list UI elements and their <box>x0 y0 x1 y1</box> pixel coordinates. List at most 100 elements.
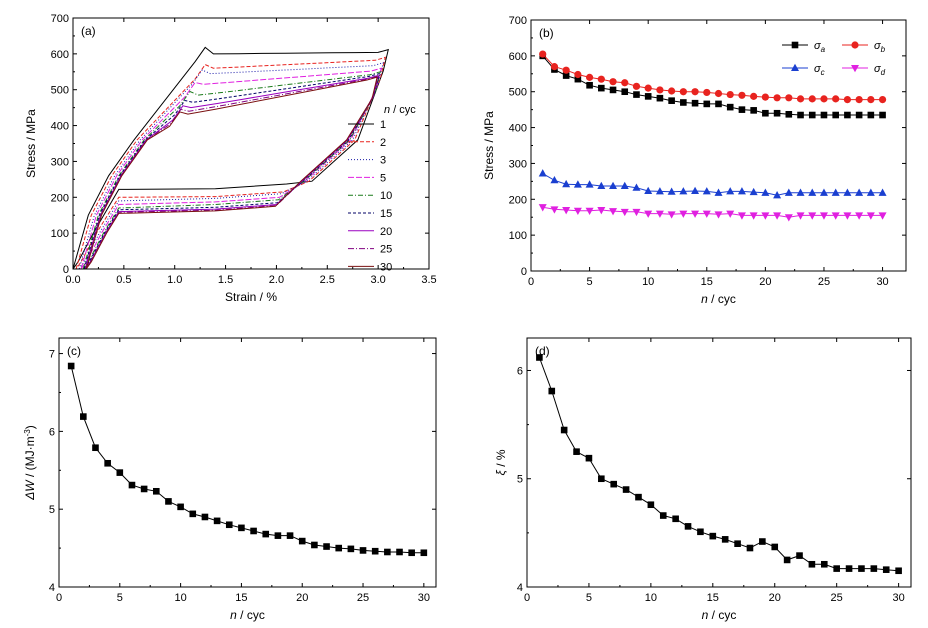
plot-frame <box>72 17 430 270</box>
data-point <box>262 530 270 538</box>
data-point <box>759 538 766 545</box>
data-point <box>737 187 746 195</box>
data-point <box>785 111 793 118</box>
label-part: n <box>702 608 709 622</box>
data-point <box>820 111 828 119</box>
label-part: -3 <box>23 429 32 437</box>
data-point <box>796 212 805 220</box>
series-line <box>542 173 883 196</box>
data-point <box>128 481 136 489</box>
data-point <box>610 480 618 488</box>
data-point <box>679 210 688 218</box>
series-line <box>538 357 899 572</box>
data-point <box>796 95 805 103</box>
data-point <box>819 212 828 220</box>
data-point <box>855 212 864 220</box>
y-tick-label: 500 <box>51 85 69 97</box>
data-point <box>749 187 758 196</box>
data-point <box>104 459 111 467</box>
data-point <box>797 111 804 119</box>
data-point <box>539 50 547 58</box>
label-part: d <box>881 68 886 77</box>
label-part: / cyc <box>237 608 265 622</box>
data-point <box>691 99 699 107</box>
y-axis-label: ΔW / (MJ·m-3) <box>23 425 37 501</box>
data-point <box>632 208 641 217</box>
data-point <box>843 188 852 196</box>
data-point <box>574 70 582 79</box>
data-point <box>573 180 582 188</box>
data-point <box>855 96 863 104</box>
data-point <box>655 187 664 195</box>
data-point <box>92 444 99 452</box>
label-part: σ <box>874 63 881 75</box>
data-point <box>833 565 840 572</box>
data-point <box>609 208 618 216</box>
data-point <box>620 208 629 217</box>
data-point <box>656 94 664 102</box>
data-point <box>225 521 233 529</box>
data-point <box>562 72 570 79</box>
data-point <box>709 532 717 540</box>
data-point <box>609 181 618 190</box>
data-point <box>585 73 594 81</box>
series-3 <box>538 204 887 222</box>
curve-cycle-10 <box>82 71 381 270</box>
data-point <box>855 111 863 119</box>
data-point <box>396 548 403 556</box>
label-part: σ <box>874 40 881 52</box>
x-tick-label: 20 <box>769 592 781 604</box>
panel-label: (b) <box>539 26 554 40</box>
x-tick-label: 30 <box>876 276 888 288</box>
legend-label: 3 <box>380 155 386 167</box>
data-point <box>538 204 547 212</box>
y-tick-label: 5 <box>517 474 523 486</box>
data-point <box>746 544 754 552</box>
label-part: c <box>821 68 825 77</box>
data-point <box>667 211 676 219</box>
data-point <box>371 547 379 555</box>
x-tick-label: 5 <box>117 592 123 604</box>
data-point <box>140 485 148 493</box>
series-line <box>70 365 424 554</box>
data-point <box>621 88 629 96</box>
panel-c: 0 5 10 15 20 25 30 4 5 6 7 (c) n / cyc ΔW / (MJ·m-3) <box>23 337 437 622</box>
data-point <box>274 532 282 539</box>
data-point <box>784 214 793 222</box>
series-line <box>542 53 883 101</box>
data-point <box>213 517 221 525</box>
data-point <box>177 503 184 511</box>
series-line <box>542 55 883 116</box>
x-tick-label: 10 <box>645 592 657 604</box>
legend-label: σc <box>814 63 825 77</box>
plot-frame <box>58 337 437 588</box>
x-tick-label: 20 <box>296 592 308 604</box>
data-point <box>656 86 664 94</box>
data-point <box>832 111 839 119</box>
data-point <box>644 210 653 218</box>
data-point <box>548 387 556 395</box>
data-point <box>882 566 890 573</box>
data-point <box>750 107 757 114</box>
x-tick-label: 3.0 <box>370 274 385 286</box>
data-point <box>761 93 769 101</box>
data-point <box>250 527 257 535</box>
data-point <box>574 75 582 83</box>
series-2 <box>538 169 887 199</box>
data-point <box>855 188 864 196</box>
data-point <box>703 88 711 97</box>
data-point <box>335 544 343 552</box>
legend-label: 15 <box>380 208 392 220</box>
data-point <box>359 547 367 554</box>
data-point <box>659 512 667 519</box>
label-part: σ <box>814 63 821 75</box>
y-tick-label: 600 <box>509 51 527 63</box>
data-point <box>597 181 606 190</box>
data-point <box>808 560 816 568</box>
y-tick-label: 6 <box>517 365 523 377</box>
y-tick-label: 600 <box>51 49 69 61</box>
data-point <box>832 95 840 103</box>
data-point <box>870 565 878 572</box>
curve-cycle-30 <box>85 76 378 270</box>
